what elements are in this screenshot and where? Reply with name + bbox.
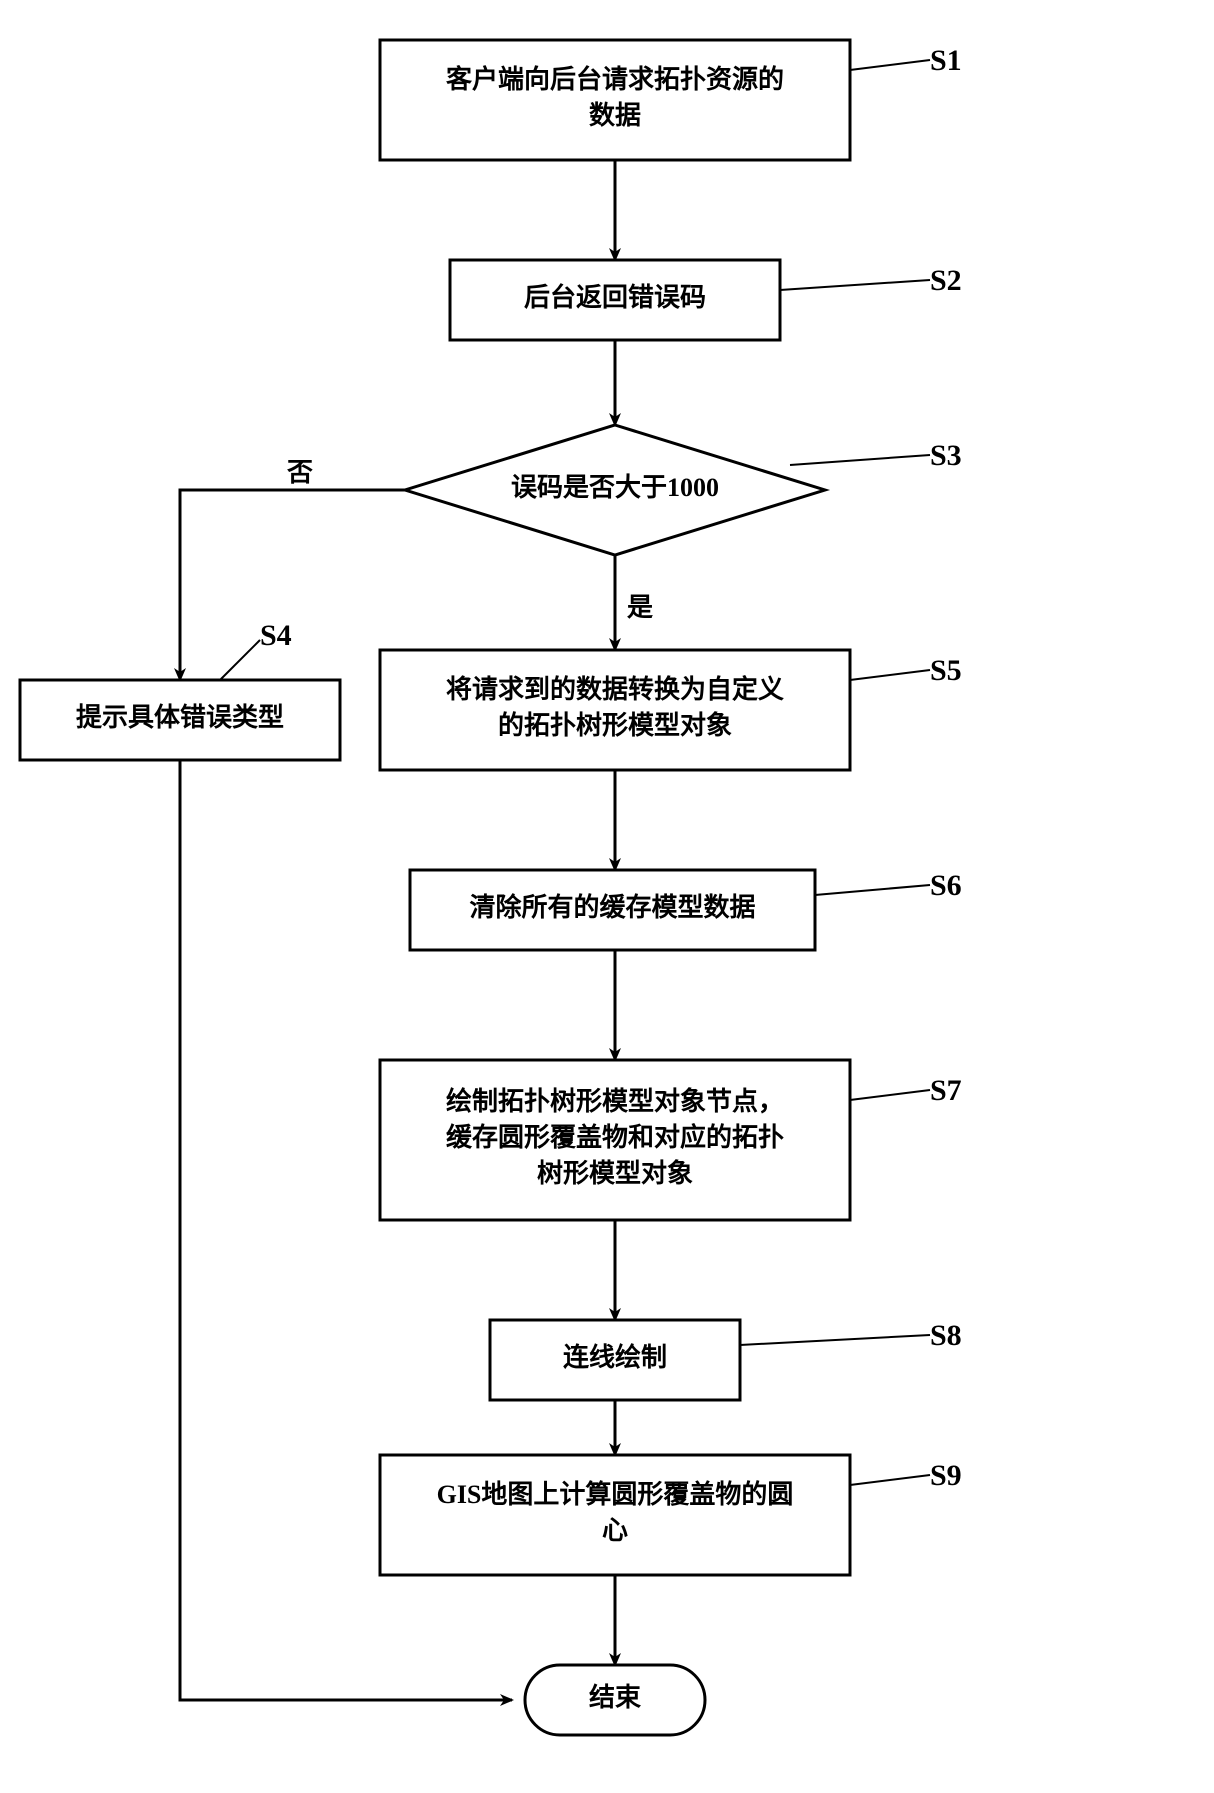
- node-text: 心: [602, 1516, 628, 1545]
- node-text: 将请求到的数据转换为自定义: [446, 674, 784, 704]
- node-text: 客户端向后台请求拓扑资源的: [446, 64, 784, 94]
- step-label-S5: S5: [930, 654, 962, 687]
- node-text: 绘制拓扑树形模型对象节点，: [446, 1086, 784, 1116]
- label-leader: [780, 280, 930, 290]
- step-label-S8: S8: [930, 1319, 962, 1352]
- branch-label: 是: [627, 593, 653, 622]
- label-leader: [850, 670, 930, 680]
- node-END: 结束: [525, 1665, 705, 1735]
- step-label-S3: S3: [930, 439, 962, 472]
- node-text: 后台返回错误码: [524, 282, 706, 312]
- label-leader: [850, 1475, 930, 1485]
- node-text: 清除所有的缓存模型数据: [469, 892, 755, 922]
- label-leader: [220, 640, 260, 680]
- label-leader: [850, 60, 930, 70]
- node-text: 提示具体错误类型: [76, 703, 284, 732]
- node-S2: 后台返回错误码: [450, 260, 780, 340]
- label-leader: [815, 885, 930, 895]
- node-S1: 客户端向后台请求拓扑资源的数据: [380, 40, 850, 160]
- node-text: 数据: [589, 101, 641, 130]
- step-label-S1: S1: [930, 44, 962, 77]
- node-text: GIS地图上计算圆形覆盖物的圆: [437, 1479, 794, 1509]
- step-label-S9: S9: [930, 1459, 962, 1492]
- branch-label: 否: [287, 458, 313, 487]
- node-S8: 连线绘制: [490, 1320, 740, 1400]
- node-S4: 提示具体错误类型: [20, 680, 340, 760]
- node-S5: 将请求到的数据转换为自定义的拓扑树形模型对象: [380, 650, 850, 770]
- node-S6: 清除所有的缓存模型数据: [410, 870, 815, 950]
- label-leader: [740, 1335, 930, 1345]
- node-text: 连线绘制: [563, 1342, 667, 1372]
- node-S7: 绘制拓扑树形模型对象节点， 缓存圆形覆盖物和对应的拓扑树形模型对象: [380, 1060, 850, 1220]
- step-label-S2: S2: [930, 264, 962, 297]
- node-text: 树形模型对象: [537, 1158, 693, 1188]
- label-leader: [850, 1090, 930, 1100]
- label-leader: [790, 455, 930, 465]
- node-text: 缓存圆形覆盖物和对应的拓扑: [446, 1122, 784, 1152]
- edge-S3-S4: [180, 490, 405, 680]
- node-text: 结束: [589, 1682, 642, 1712]
- step-label-S7: S7: [930, 1074, 962, 1107]
- step-label-S6: S6: [930, 869, 962, 902]
- flowchart-diagram: 客户端向后台请求拓扑资源的数据后台返回错误码误码是否大于1000 提示具体错误类型…: [0, 0, 1214, 1793]
- node-text: 的拓扑树形模型对象: [498, 710, 732, 740]
- node-text: 误码是否大于1000: [511, 473, 719, 502]
- node-S3: 误码是否大于1000: [405, 425, 825, 555]
- node-S9: GIS地图上计算圆形覆盖物的圆心: [380, 1455, 850, 1575]
- step-label-S4: S4: [260, 619, 292, 652]
